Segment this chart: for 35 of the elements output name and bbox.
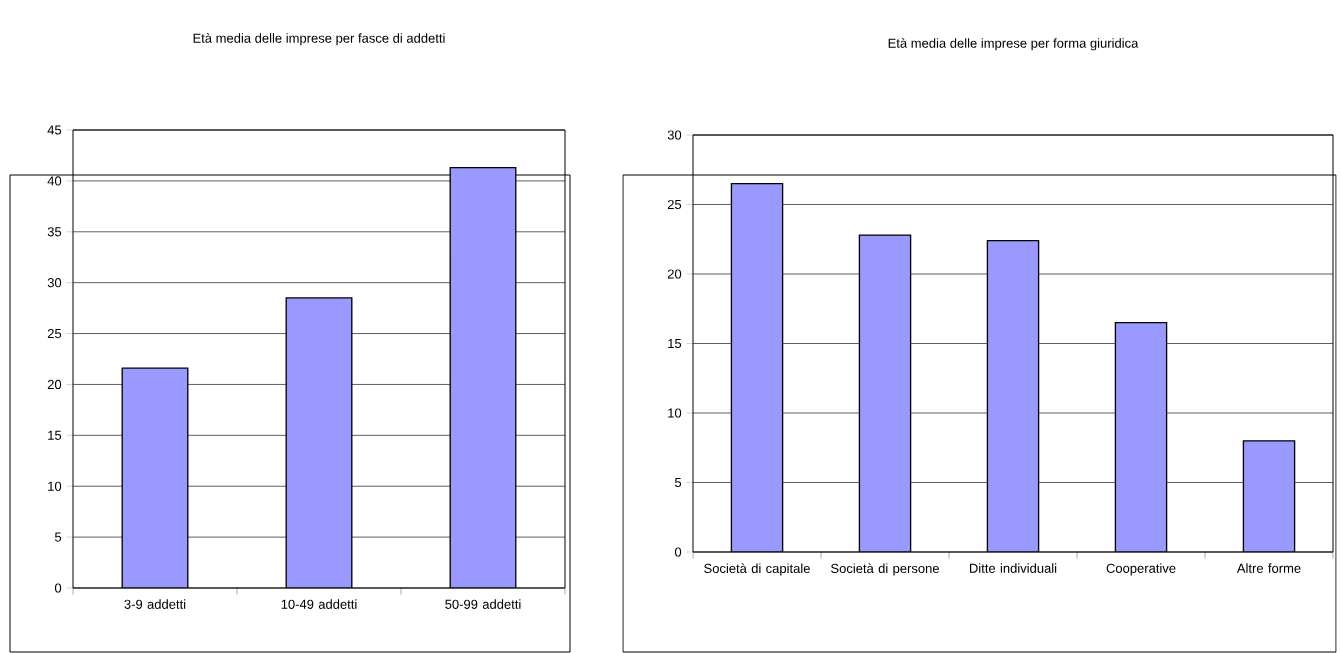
y-tick-label: 20 [667,269,682,279]
bar [858,234,912,552]
y-tick-label: 0 [54,583,62,593]
y-tick-label: 10 [48,481,62,491]
y-tick-label: 15 [668,338,682,349]
y-tick-label: 15 [48,430,62,440]
y-tick-label: 10 [668,408,682,418]
y-tick-label: 40 [47,176,62,186]
bar [986,239,1040,552]
bar [1114,321,1168,552]
x-tick-label: Società di capitale [704,563,810,576]
x-tick-label: 50-99 addetti [445,599,521,609]
bar [121,367,189,588]
x-tick-label: Ditte individuali [970,563,1057,573]
x-tick-label: Altre forme [1236,563,1301,573]
y-tick-label: 30 [47,278,62,288]
chart-title: Età media delle imprese per fasce di addetti [193,33,445,46]
y-tick-label: 35 [47,227,62,237]
y-tick-label: 25 [47,328,62,339]
x-tick-label: 3-9 addetti [124,599,186,609]
x-tick-label: 10-49 addetti [281,599,357,609]
chart-title: Età media delle imprese per forma giuridica [888,38,1139,51]
bar [449,166,517,588]
bar [730,182,784,552]
bar [285,297,353,588]
y-tick-label: 45 [47,125,62,135]
y-tick-label: 0 [674,547,682,557]
x-tick-label: Cooperative [1106,563,1176,576]
y-tick-label: 20 [47,379,62,390]
bar [1242,440,1296,552]
y-tick-label: 25 [667,199,682,210]
y-tick-label: 5 [674,477,682,488]
y-tick-label: 5 [54,532,62,542]
x-tick-label: Società di persone [831,563,939,576]
y-tick-label: 30 [667,130,682,140]
